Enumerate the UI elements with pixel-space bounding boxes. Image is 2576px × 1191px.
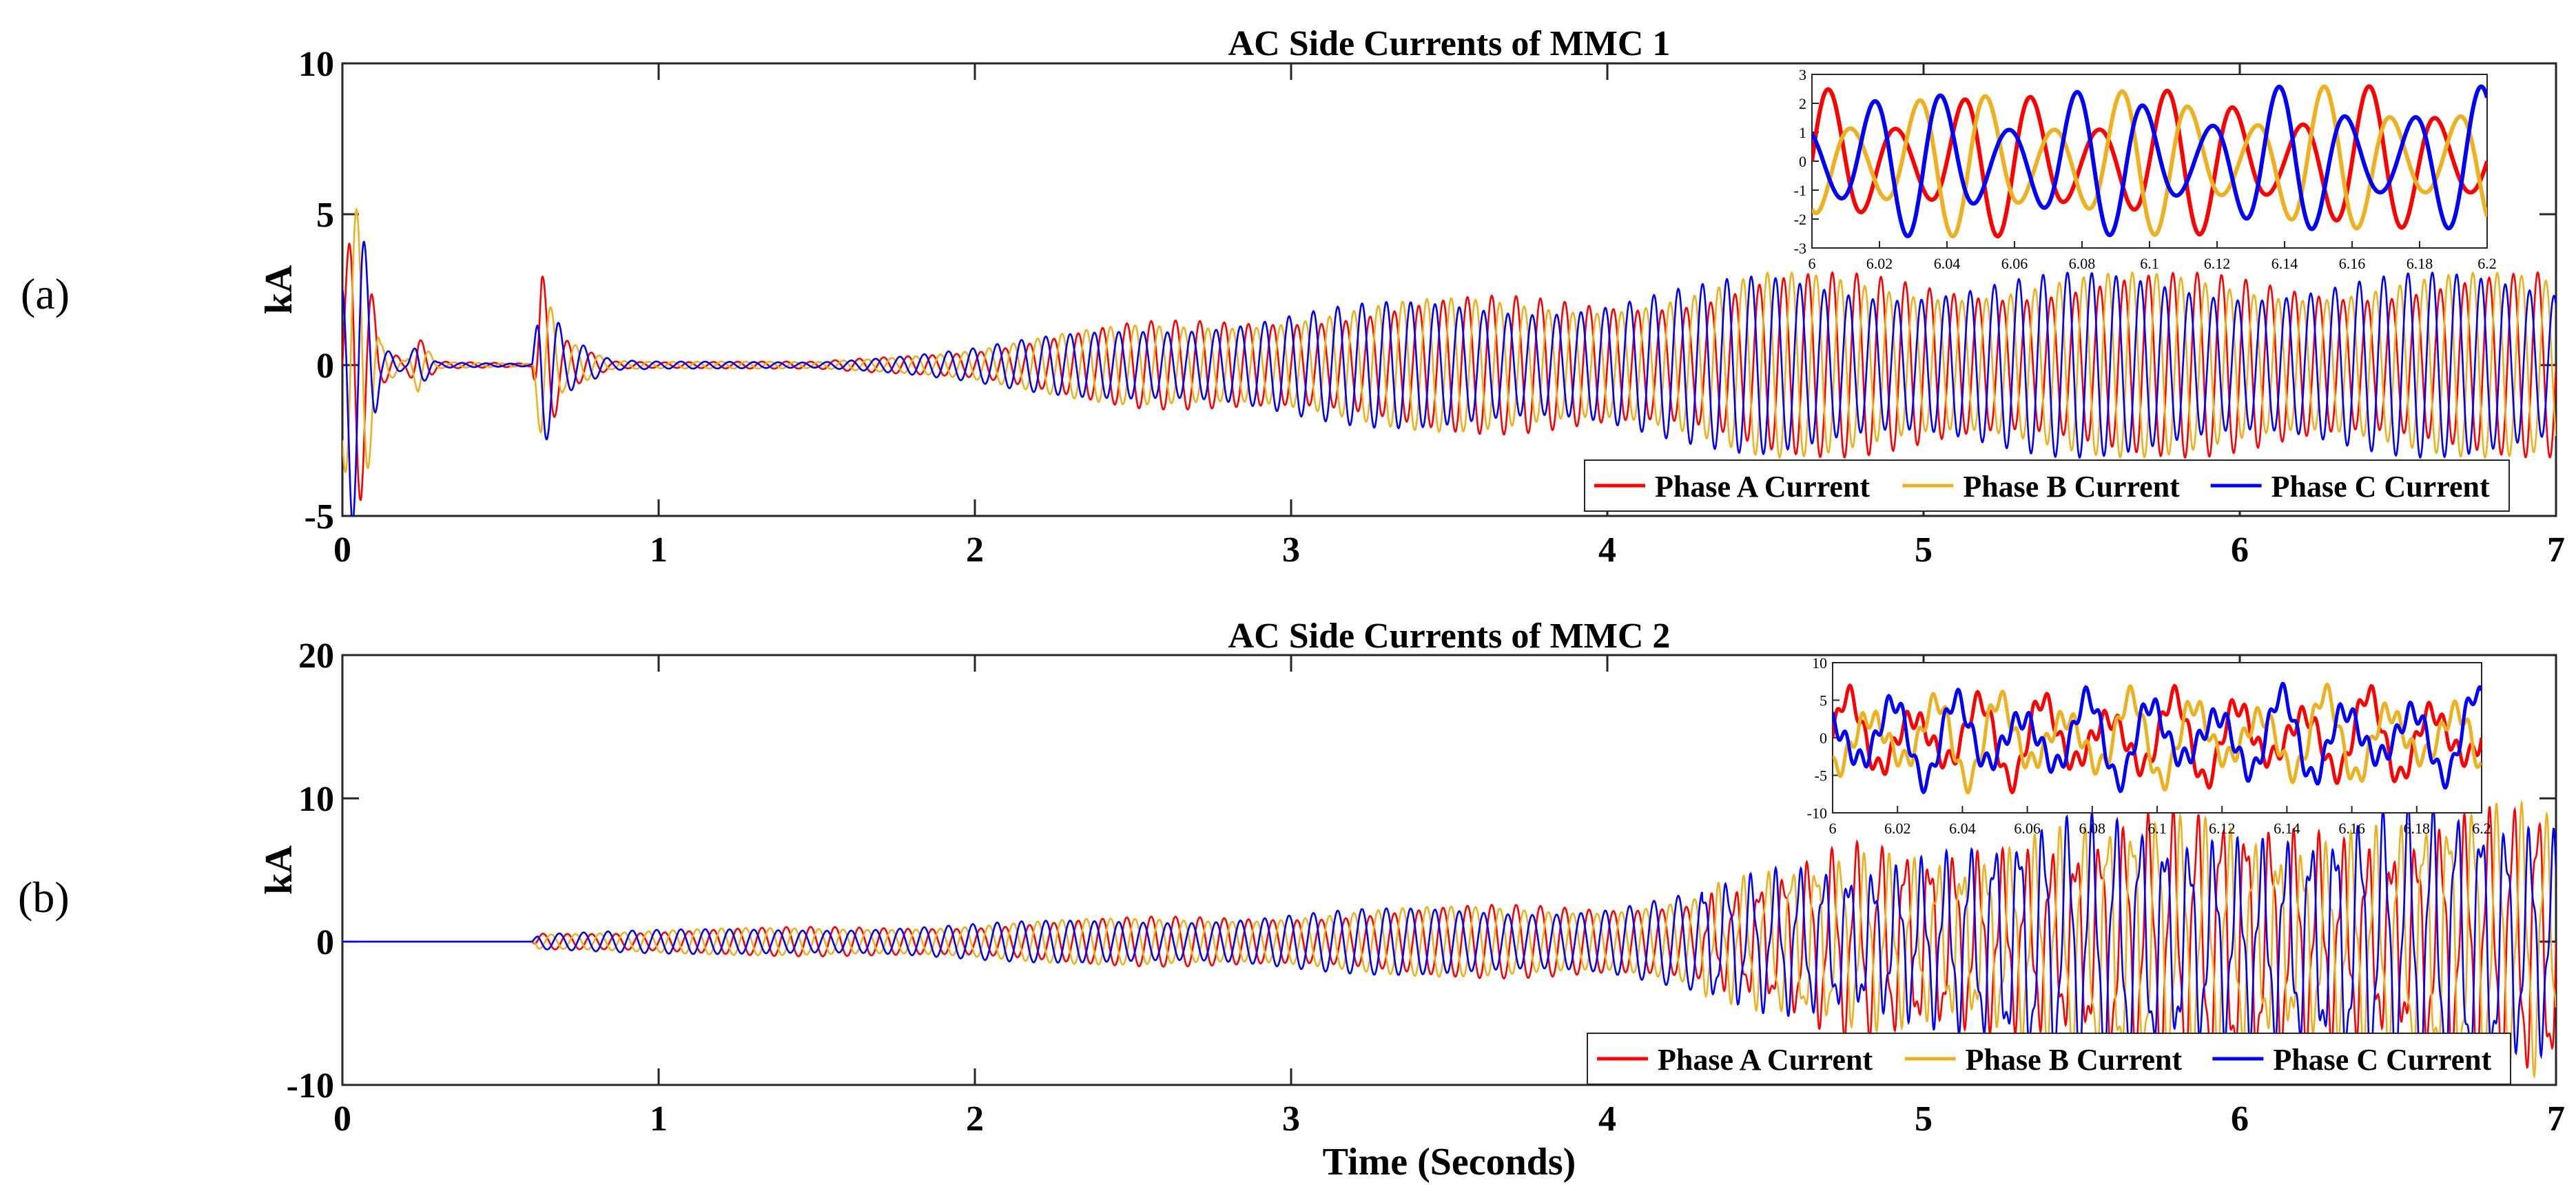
inset-chart-1: 6 6.02 6.04 6.06 6.08 6.1 6.12 6.14 6.16 6.18 6.2 -… bbox=[1794, 66, 2497, 272]
inset-y-tick-label: 0 bbox=[1799, 153, 1806, 170]
inset-chart-2: 6 6.02 6.04 6.06 6.08 6.1 6.12 6.14 6.16 6.18 6.2 -… bbox=[1807, 654, 2491, 837]
panel-label-b: (b) bbox=[18, 873, 70, 922]
inset-y-tick-label: -2 bbox=[1794, 211, 1806, 228]
y-tick-label: 10 bbox=[298, 45, 334, 84]
x-tick-label: 7 bbox=[2547, 530, 2565, 570]
inset-x-tick-label: 6.16 bbox=[2339, 255, 2366, 272]
x-tick-label: 2 bbox=[966, 530, 984, 570]
inset-x-tick-label: 6.2 bbox=[2477, 255, 2497, 272]
panel-label-a: (a) bbox=[21, 269, 70, 318]
series-line-phase-a-current bbox=[342, 242, 2556, 501]
inset-x-tick-label: 6.18 bbox=[2407, 255, 2433, 272]
x-tick-label: 0 bbox=[333, 1099, 351, 1139]
series-line-phase-b-current bbox=[342, 799, 2556, 1084]
y-tick-label: 5 bbox=[316, 196, 334, 235]
chart-title: AC Side Currents of MMC 1 bbox=[1228, 24, 1671, 63]
inset-y-tick-label: -5 bbox=[1815, 767, 1827, 785]
inset-series-phase-b-current bbox=[1833, 682, 2482, 795]
y-tick-label: 10 bbox=[298, 780, 334, 819]
x-tick-label: 5 bbox=[1915, 1099, 1933, 1139]
inset-x-tick-label: 6.16 bbox=[2338, 820, 2365, 837]
inset-x-tick-label: 6.14 bbox=[2274, 820, 2300, 837]
x-tick-label: 2 bbox=[966, 1099, 984, 1139]
inset-y-tick-label: 3 bbox=[1799, 66, 1806, 83]
chart-title: AC Side Currents of MMC 2 bbox=[1228, 617, 1671, 656]
inset-y-tick-label: 10 bbox=[1812, 654, 1827, 672]
x-tick-label: 4 bbox=[1598, 530, 1616, 570]
inset-x-tick-label: 6.12 bbox=[2209, 820, 2236, 837]
inset-y-tick-label: -3 bbox=[1794, 240, 1806, 257]
legend-entry: Phase B Current bbox=[1966, 1043, 2183, 1077]
inset-x-tick-label: 6.04 bbox=[1949, 820, 1976, 837]
inset-series-phase-c-current bbox=[1812, 84, 2487, 238]
inset-y-tick-label: -10 bbox=[1807, 805, 1827, 822]
inset-x-tick-label: 6.08 bbox=[2069, 255, 2096, 272]
series-line-phase-c-current bbox=[342, 240, 2556, 516]
inset-x-tick-label: 6.14 bbox=[2271, 255, 2298, 272]
inset-x-tick-label: 6.1 bbox=[2140, 255, 2159, 272]
y-tick-label: -5 bbox=[305, 497, 334, 537]
inset-series-phase-a-current bbox=[1833, 683, 2482, 795]
x-axis-label: Time (Seconds) bbox=[1323, 1141, 1576, 1183]
x-tick-label: 6 bbox=[2231, 530, 2249, 570]
inset-y-tick-label: 5 bbox=[1820, 692, 1827, 710]
inset-x-tick-label: 6.02 bbox=[1866, 255, 1893, 272]
x-tick-label: 0 bbox=[333, 530, 351, 570]
inset-x-tick-label: 6.06 bbox=[2014, 820, 2041, 837]
inset-y-tick-label: -1 bbox=[1794, 182, 1806, 199]
legend-entry: Phase C Current bbox=[2271, 470, 2490, 504]
legend-entry: Phase B Current bbox=[1963, 470, 2180, 504]
inset-series-phase-a-current bbox=[1812, 84, 2487, 239]
legend-entry: Phase C Current bbox=[2273, 1043, 2491, 1077]
legend-box bbox=[1584, 459, 2510, 512]
inset-x-tick-label: 6 bbox=[1829, 820, 1837, 837]
x-tick-label: 3 bbox=[1282, 530, 1300, 570]
x-tick-label: 4 bbox=[1598, 1099, 1616, 1139]
series-line-phase-c-current bbox=[342, 798, 2556, 1085]
inset-x-tick-label: 6.02 bbox=[1884, 820, 1911, 837]
inset-x-tick-label: 6 bbox=[1809, 255, 1816, 272]
inset-x-tick-label: 6.04 bbox=[1934, 255, 1961, 272]
x-tick-label: 7 bbox=[2547, 1099, 2565, 1139]
y-tick-label: -10 bbox=[287, 1066, 334, 1106]
series-line-phase-b-current bbox=[342, 207, 2556, 474]
inset-y-tick-label: 2 bbox=[1799, 95, 1806, 112]
y-tick-label: 0 bbox=[316, 923, 334, 962]
y-axis-label: kA bbox=[258, 265, 300, 314]
inset-y-tick-label: 0 bbox=[1820, 729, 1827, 747]
legend: Phase A Current Phase B Current Phase C Cu… bbox=[1584, 459, 2510, 512]
x-tick-label: 1 bbox=[650, 530, 668, 570]
y-axis-label: kA bbox=[258, 845, 300, 895]
legend-entry: Phase A Current bbox=[1658, 1043, 1873, 1077]
legend: Phase A Current Phase B Current Phase C Cu… bbox=[1587, 1033, 2511, 1085]
x-tick-label: 1 bbox=[650, 1099, 668, 1139]
x-tick-label: 3 bbox=[1282, 1099, 1300, 1139]
y-tick-label: 20 bbox=[298, 636, 334, 676]
legend-entry: Phase A Current bbox=[1655, 470, 1870, 504]
inset-y-tick-label: 1 bbox=[1799, 124, 1806, 141]
inset-x-tick-label: 6.18 bbox=[2404, 820, 2431, 837]
inset-x-tick-label: 6.06 bbox=[2001, 255, 2028, 272]
x-tick-label: 6 bbox=[2231, 1099, 2249, 1139]
inset-x-tick-label: 6.2 bbox=[2472, 820, 2491, 837]
inset-x-tick-label: 6.08 bbox=[2079, 820, 2106, 837]
inset-series-phase-c-current bbox=[1833, 681, 2482, 795]
inset-series-phase-b-current bbox=[1812, 84, 2487, 239]
legend-box bbox=[1587, 1033, 2511, 1085]
y-tick-label: 0 bbox=[316, 346, 334, 386]
inset-x-tick-label: 6.12 bbox=[2204, 255, 2231, 272]
x-tick-label: 5 bbox=[1915, 530, 1933, 570]
inset-x-tick-label: 6.1 bbox=[2147, 820, 2167, 837]
